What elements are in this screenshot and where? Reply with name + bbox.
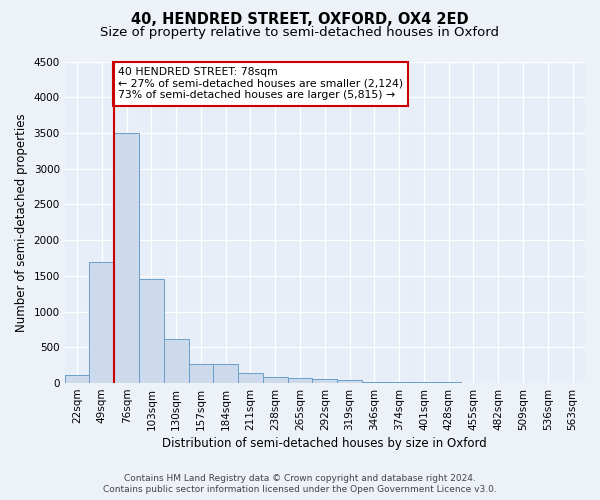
Bar	[287, 378, 313, 383]
Bar	[238, 373, 263, 383]
Bar	[65, 375, 89, 383]
Bar	[89, 262, 114, 383]
X-axis label: Distribution of semi-detached houses by size in Oxford: Distribution of semi-detached houses by …	[163, 437, 487, 450]
Bar	[164, 339, 188, 383]
Bar	[362, 382, 387, 383]
Bar	[139, 280, 164, 383]
Bar	[412, 382, 436, 383]
Bar	[387, 382, 412, 383]
Text: Size of property relative to semi-detached houses in Oxford: Size of property relative to semi-detach…	[101, 26, 499, 39]
Y-axis label: Number of semi-detached properties: Number of semi-detached properties	[15, 113, 28, 332]
Bar	[114, 133, 139, 383]
Bar	[313, 379, 337, 383]
Bar	[436, 382, 461, 383]
Bar	[263, 377, 287, 383]
Text: 40, HENDRED STREET, OXFORD, OX4 2ED: 40, HENDRED STREET, OXFORD, OX4 2ED	[131, 12, 469, 28]
Bar	[188, 364, 214, 383]
Bar	[337, 380, 362, 383]
Bar	[214, 364, 238, 383]
Text: 40 HENDRED STREET: 78sqm
← 27% of semi-detached houses are smaller (2,124)
73% o: 40 HENDRED STREET: 78sqm ← 27% of semi-d…	[118, 67, 403, 100]
Text: Contains HM Land Registry data © Crown copyright and database right 2024.
Contai: Contains HM Land Registry data © Crown c…	[103, 474, 497, 494]
